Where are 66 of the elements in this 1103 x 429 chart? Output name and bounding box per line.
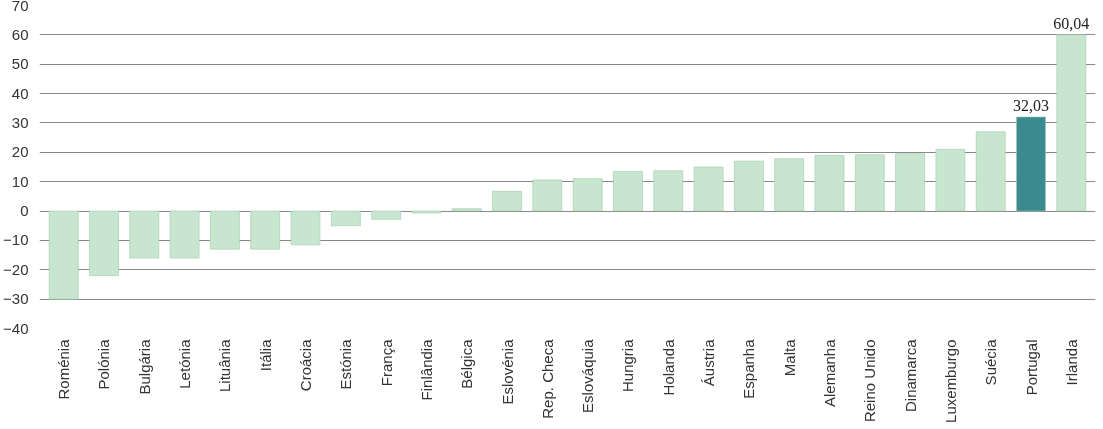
x-tick-label: França xyxy=(377,338,395,387)
x-tick-label: Hungria xyxy=(619,338,637,393)
bar xyxy=(532,179,563,212)
y-tick-label: 20 xyxy=(11,143,29,161)
bar xyxy=(492,191,522,212)
y-tick-label: 40 xyxy=(11,84,29,102)
y-tick-label: 0 xyxy=(20,202,29,220)
data-label: 32,03 xyxy=(1013,96,1050,114)
x-tick-label: Roménia xyxy=(55,338,73,400)
bar xyxy=(935,149,966,212)
bar xyxy=(371,210,401,220)
y-tick-label: −20 xyxy=(3,260,29,278)
bar xyxy=(1016,116,1046,212)
x-tick-label: Dinamarca xyxy=(901,338,919,413)
x-tick-label: Luxemburgo xyxy=(941,339,959,423)
bar xyxy=(331,210,361,227)
x-tick-label: Espanha xyxy=(740,338,758,399)
bar xyxy=(89,210,119,276)
x-tick-label: Malta xyxy=(780,338,798,377)
bar xyxy=(210,210,240,250)
x-tick-label: Holanda xyxy=(659,338,677,396)
x-tick-label: Polónia xyxy=(95,338,113,390)
bar xyxy=(613,171,643,212)
bar xyxy=(290,210,321,246)
y-tick-label: −10 xyxy=(3,231,29,249)
x-tick-label: Rep. Checa xyxy=(538,338,556,419)
bar xyxy=(734,160,764,212)
y-tick-label: 60 xyxy=(11,25,29,43)
x-tick-label: Letónia xyxy=(176,338,194,389)
bar xyxy=(129,210,160,259)
x-tick-label: Eslováquia xyxy=(579,338,597,413)
y-tick-label: 10 xyxy=(11,172,29,190)
x-tick-label: Croácia xyxy=(297,338,315,392)
x-tick-label: Suécia xyxy=(982,338,1000,386)
x-tick-label: Reino Unido xyxy=(861,339,879,423)
bar xyxy=(854,154,885,212)
data-label: 60,04 xyxy=(1053,14,1090,32)
x-tick-label: Irlanda xyxy=(1062,338,1080,386)
bar xyxy=(814,154,845,212)
x-tick-label: Finlândia xyxy=(417,338,435,401)
bar xyxy=(451,208,482,212)
x-tick-label: Eslovénia xyxy=(498,338,516,405)
x-tick-label: Áustria xyxy=(700,338,718,387)
x-tick-label: Bulgária xyxy=(135,338,153,395)
y-tick-label: 70 xyxy=(11,0,29,14)
y-tick-label: 30 xyxy=(11,113,29,131)
x-tick-label: Lituânia xyxy=(216,338,234,393)
bar xyxy=(48,210,79,300)
bar xyxy=(250,210,281,250)
y-tick-label: −30 xyxy=(3,290,29,308)
bar xyxy=(975,131,1006,212)
y-tick-label: 50 xyxy=(11,55,29,73)
bar xyxy=(1056,34,1087,212)
bar xyxy=(895,153,925,212)
y-tick-label: −40 xyxy=(3,319,29,337)
x-tick-label: Bélgica xyxy=(458,338,476,389)
bar xyxy=(653,170,684,212)
bar xyxy=(169,210,200,259)
bar xyxy=(693,166,724,212)
x-tick-label: Portugal xyxy=(1022,339,1040,396)
x-tick-label: Itália xyxy=(256,338,274,372)
x-tick-label: Estónia xyxy=(337,338,355,390)
bar xyxy=(572,178,603,212)
bar xyxy=(411,210,442,214)
x-tick-label: Alemanha xyxy=(820,338,838,408)
bar xyxy=(774,158,804,212)
